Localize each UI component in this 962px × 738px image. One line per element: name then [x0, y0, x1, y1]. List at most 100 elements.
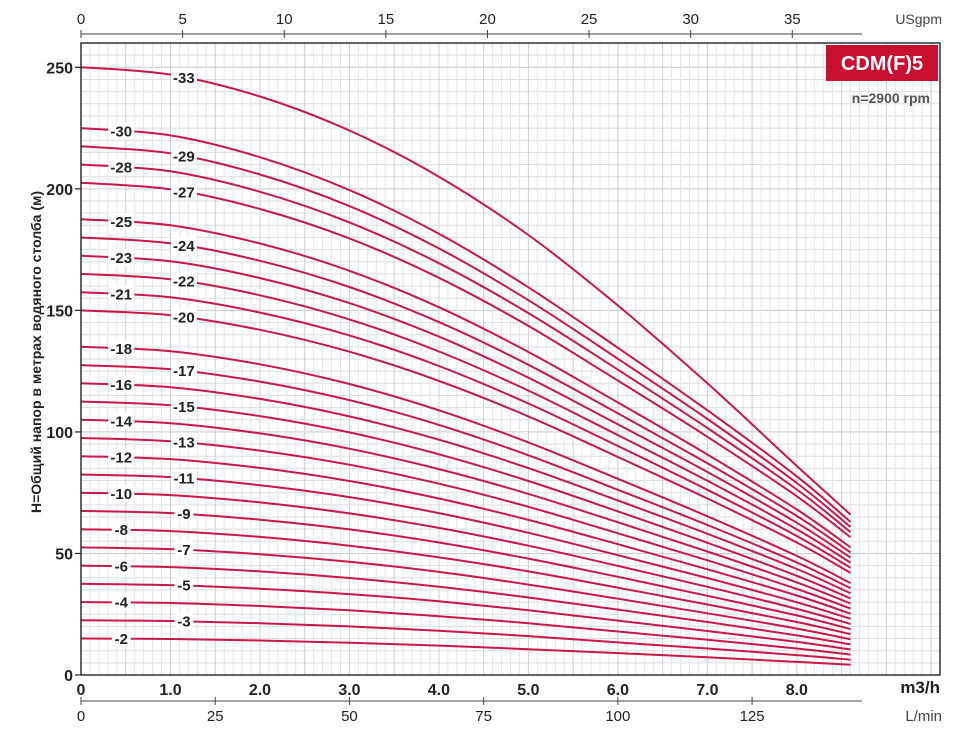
- curve-stage-27: [80, 181, 852, 538]
- y-tick-label: 50: [55, 546, 73, 563]
- curve-stage-17: [80, 364, 851, 590]
- curve-label-bg: [111, 593, 131, 611]
- curve-label-bg: [108, 122, 135, 140]
- curve-stage-33: [80, 66, 852, 516]
- curve-label-bg: [108, 212, 135, 230]
- curve-label-bg: [108, 339, 135, 357]
- usgpm-tick-label: 15: [377, 11, 394, 28]
- grid: [80, 42, 941, 676]
- curve-label-stage-3: -3: [177, 613, 190, 630]
- curve-stage-11: [80, 473, 851, 620]
- speed-note: n=2900 rpm: [852, 90, 930, 106]
- x-tick-label-m3h: 7.0: [696, 682, 718, 699]
- curve-label-stage-6: -6: [115, 558, 128, 575]
- curve-stage-25: [80, 218, 852, 549]
- curve-label-stage-18: -18: [110, 341, 132, 358]
- curve-label-bg: [170, 147, 197, 165]
- curve-label-stage-11: -11: [173, 470, 194, 487]
- curve-label-bg: [174, 540, 194, 558]
- x-tick-label-m3h: 0: [77, 682, 86, 699]
- curve-stage-12: [80, 455, 851, 615]
- curve-stage-8: [80, 528, 851, 636]
- curve-stage-20: [80, 309, 851, 574]
- curve-label-bg: [170, 236, 197, 254]
- x-tick-label-m3h: 8.0: [786, 682, 808, 699]
- x-tick-label-m3h: 2.0: [249, 682, 271, 699]
- curve-label-stage-10: -10: [110, 486, 132, 503]
- curve-label-bg: [108, 158, 135, 176]
- x-tick-label-m3h: 3.0: [338, 682, 360, 699]
- curve-stage-24: [80, 236, 852, 554]
- curve-label-bg: [174, 576, 194, 594]
- curve-label-stage-27: -27: [173, 184, 195, 201]
- y-tick-label: 0: [64, 668, 73, 685]
- lmin-tick-label: 50: [341, 708, 358, 725]
- curve-label-bg: [111, 557, 131, 575]
- curve-label-stage-25: -25: [110, 214, 132, 231]
- usgpm-tick-label: 10: [276, 11, 293, 28]
- lmin-tick-label: 75: [475, 708, 492, 725]
- curve-label-stage-5: -5: [177, 578, 190, 595]
- curve-label-stage-9: -9: [177, 506, 190, 523]
- curve-stage-22: [80, 272, 852, 564]
- curve-stage-18: [80, 345, 851, 584]
- x-tick-label-m3h: 6.0: [607, 682, 629, 699]
- usgpm-tick-label: 30: [682, 11, 699, 28]
- curve-label-stage-8: -8: [115, 522, 128, 539]
- curve-stage-3: [80, 619, 851, 661]
- model-badge-text: CDM(F)5: [841, 53, 923, 75]
- curve-label-bg: [170, 308, 197, 326]
- curve-label-bg: [170, 362, 197, 380]
- curve-stage-21: [80, 291, 852, 569]
- curve-stage-15: [80, 400, 851, 600]
- curve-label-stage-13: -13: [173, 435, 195, 452]
- curve-stage-9: [80, 509, 851, 631]
- x-tick-label-m3h: 5.0: [517, 682, 539, 699]
- y-tick-label: 250: [46, 60, 73, 77]
- curve-label-stage-20: -20: [173, 309, 195, 326]
- y-tick-label: 150: [46, 303, 73, 320]
- curve-label-stage-15: -15: [173, 399, 195, 416]
- curve-label-stage-12: -12: [110, 450, 132, 467]
- curve-label-bg: [108, 484, 135, 502]
- x-axis-unit-m3h: m3/h: [900, 678, 940, 697]
- curve-label-bg: [170, 469, 197, 487]
- curve-label-stage-28: -28: [110, 160, 132, 177]
- curve-label-stage-14: -14: [110, 413, 132, 430]
- x-tick-label-m3h: 1.0: [159, 682, 181, 699]
- plot-frame: [80, 42, 941, 676]
- curve-label-stage-22: -22: [173, 274, 195, 291]
- usgpm-tick-label: 0: [77, 11, 85, 28]
- curves: [80, 66, 852, 666]
- x-axis-unit-usgpm: USgpm: [895, 11, 942, 27]
- curve-label-bg: [170, 272, 197, 290]
- curve-stage-13: [80, 437, 851, 610]
- y-tick-label: 200: [46, 182, 73, 199]
- curve-labels: -2 -3 -4 -5 -6 -7 -8 -9 -10 -11 -12 -13 -14 -15 -16 -17…: [108, 68, 197, 648]
- curve-label-bg: [108, 412, 135, 430]
- x-tick-label-m3h: 4.0: [428, 682, 450, 699]
- curve-label-bg: [108, 448, 135, 466]
- x-axis-unit-lmin: L/min: [905, 708, 942, 725]
- curve-label-bg: [111, 629, 131, 647]
- curve-stage-2: [80, 637, 851, 666]
- curve-label-bg: [170, 397, 197, 415]
- curve-stage-29: [80, 145, 852, 528]
- usgpm-tick-label: 20: [479, 11, 496, 28]
- usgpm-tick-label: 25: [581, 11, 598, 28]
- curve-stage-14: [80, 418, 851, 605]
- curve-label-stage-24: -24: [173, 238, 195, 255]
- curve-label-bg: [108, 249, 135, 267]
- curve-label-stage-23: -23: [110, 250, 132, 267]
- curve-label-bg: [174, 505, 194, 523]
- curve-label-stage-29: -29: [173, 149, 195, 166]
- curve-stage-10: [80, 491, 851, 625]
- curve-label-stage-33: -33: [173, 70, 195, 87]
- curve-stage-7: [80, 546, 851, 641]
- curve-label-stage-21: -21: [110, 286, 132, 303]
- curve-label-bg: [108, 376, 135, 394]
- curve-stage-30: [80, 127, 852, 523]
